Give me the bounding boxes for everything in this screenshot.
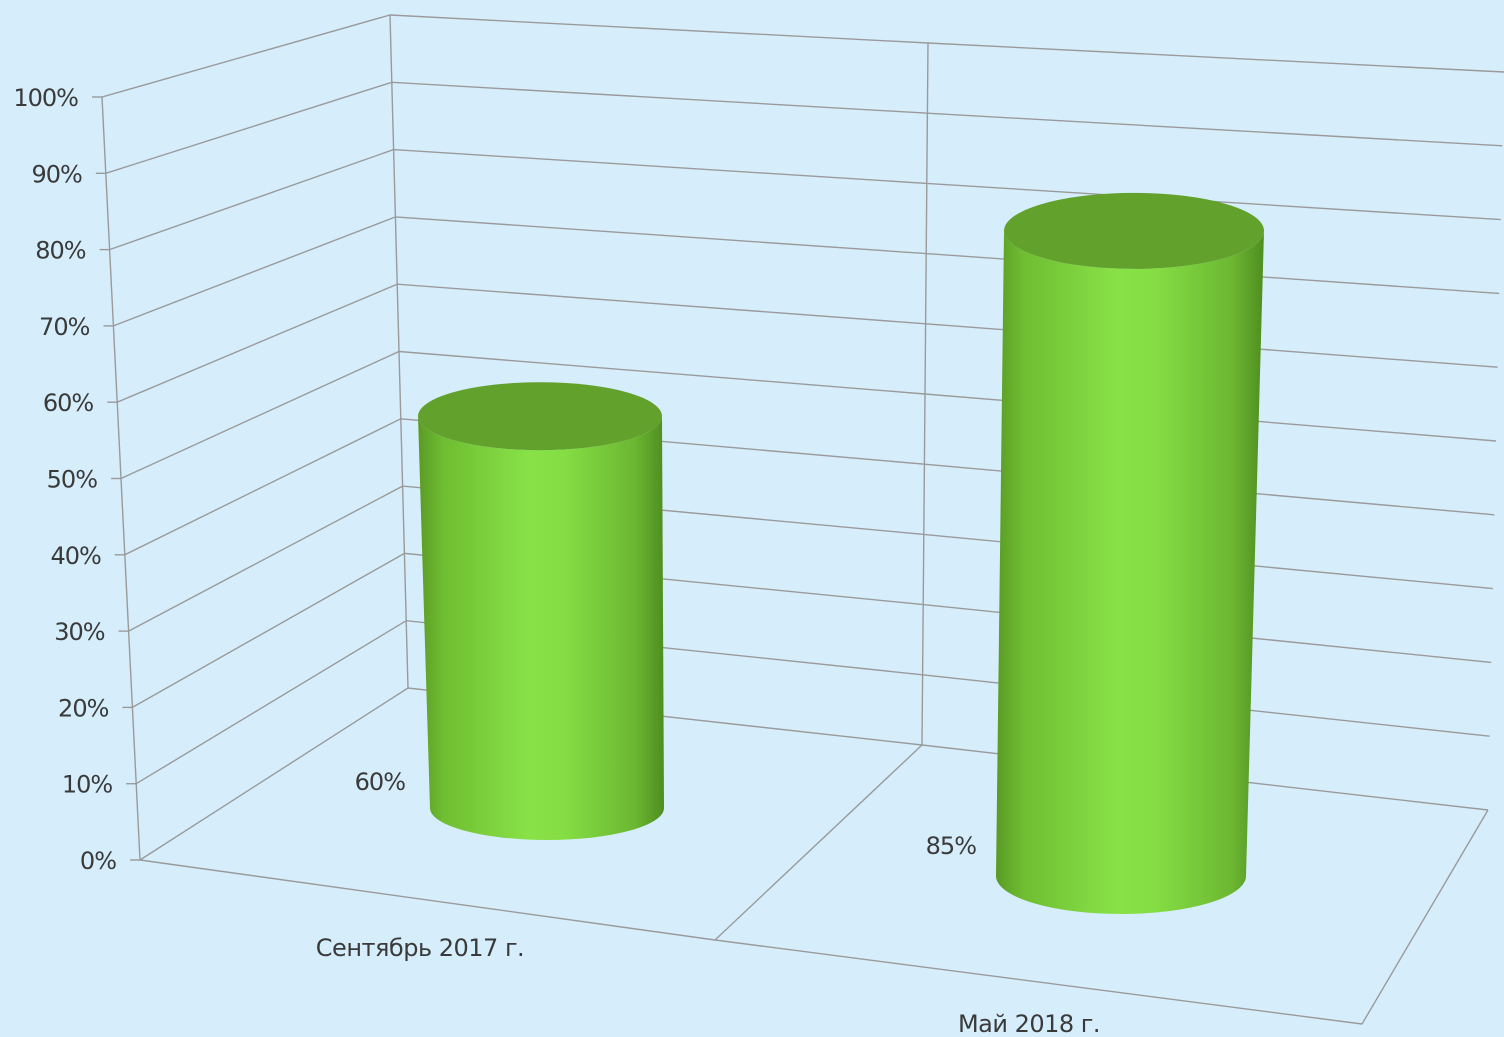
floor-edge	[714, 744, 923, 941]
y-tick-label: 80%	[35, 237, 86, 265]
gridlines	[92, 14, 1504, 1025]
x-category-label: Май 2018 г.	[958, 1010, 1100, 1037]
x-category-label: Сентябрь 2017 г.	[316, 934, 524, 962]
y-tick-label: 40%	[50, 542, 101, 570]
gridline	[113, 216, 1500, 327]
frame-edge	[389, 14, 409, 689]
gridline	[101, 14, 1504, 98]
gridline	[128, 485, 1493, 632]
y-tick-label: 0%	[80, 847, 116, 875]
gridline	[132, 552, 1492, 709]
floor-edge	[714, 939, 1363, 1025]
bar-cylinder-top	[418, 382, 662, 451]
y-tick-label: 50%	[47, 466, 98, 494]
data-label: 85%	[926, 832, 977, 860]
bar	[996, 192, 1264, 915]
gridline	[120, 350, 1497, 480]
gridline	[109, 148, 1501, 251]
bars	[418, 192, 1264, 915]
gridline	[105, 81, 1503, 174]
y-tick-label: 60%	[43, 389, 94, 417]
gridline	[135, 619, 1490, 785]
bar	[418, 382, 664, 840]
bar-cylinder-body	[418, 416, 664, 840]
category-labels: Сентябрь 2017 г. Май 2018 г.	[316, 934, 1101, 1037]
y-tick-label: 10%	[62, 771, 113, 799]
data-labels: 60% 85%	[355, 768, 978, 860]
floor-edge	[139, 859, 716, 941]
gridline	[124, 418, 1495, 556]
data-label: 60%	[355, 768, 406, 796]
y-tick-label: 20%	[58, 694, 109, 722]
frame-edge	[921, 42, 929, 746]
bar-cylinder-body	[996, 230, 1264, 915]
bar-cylinder-top	[1004, 192, 1264, 269]
y-tick-label: 100%	[13, 84, 78, 112]
floor-edge	[1361, 809, 1489, 1025]
y-tick-label: 90%	[31, 160, 82, 188]
y-tick-label: 70%	[39, 313, 90, 341]
y-tick-label: 30%	[54, 618, 105, 646]
y-axis-tick-labels: 0% 10% 20% 30% 40% 50% 60% 70% 80% 90% 100%	[13, 84, 117, 875]
